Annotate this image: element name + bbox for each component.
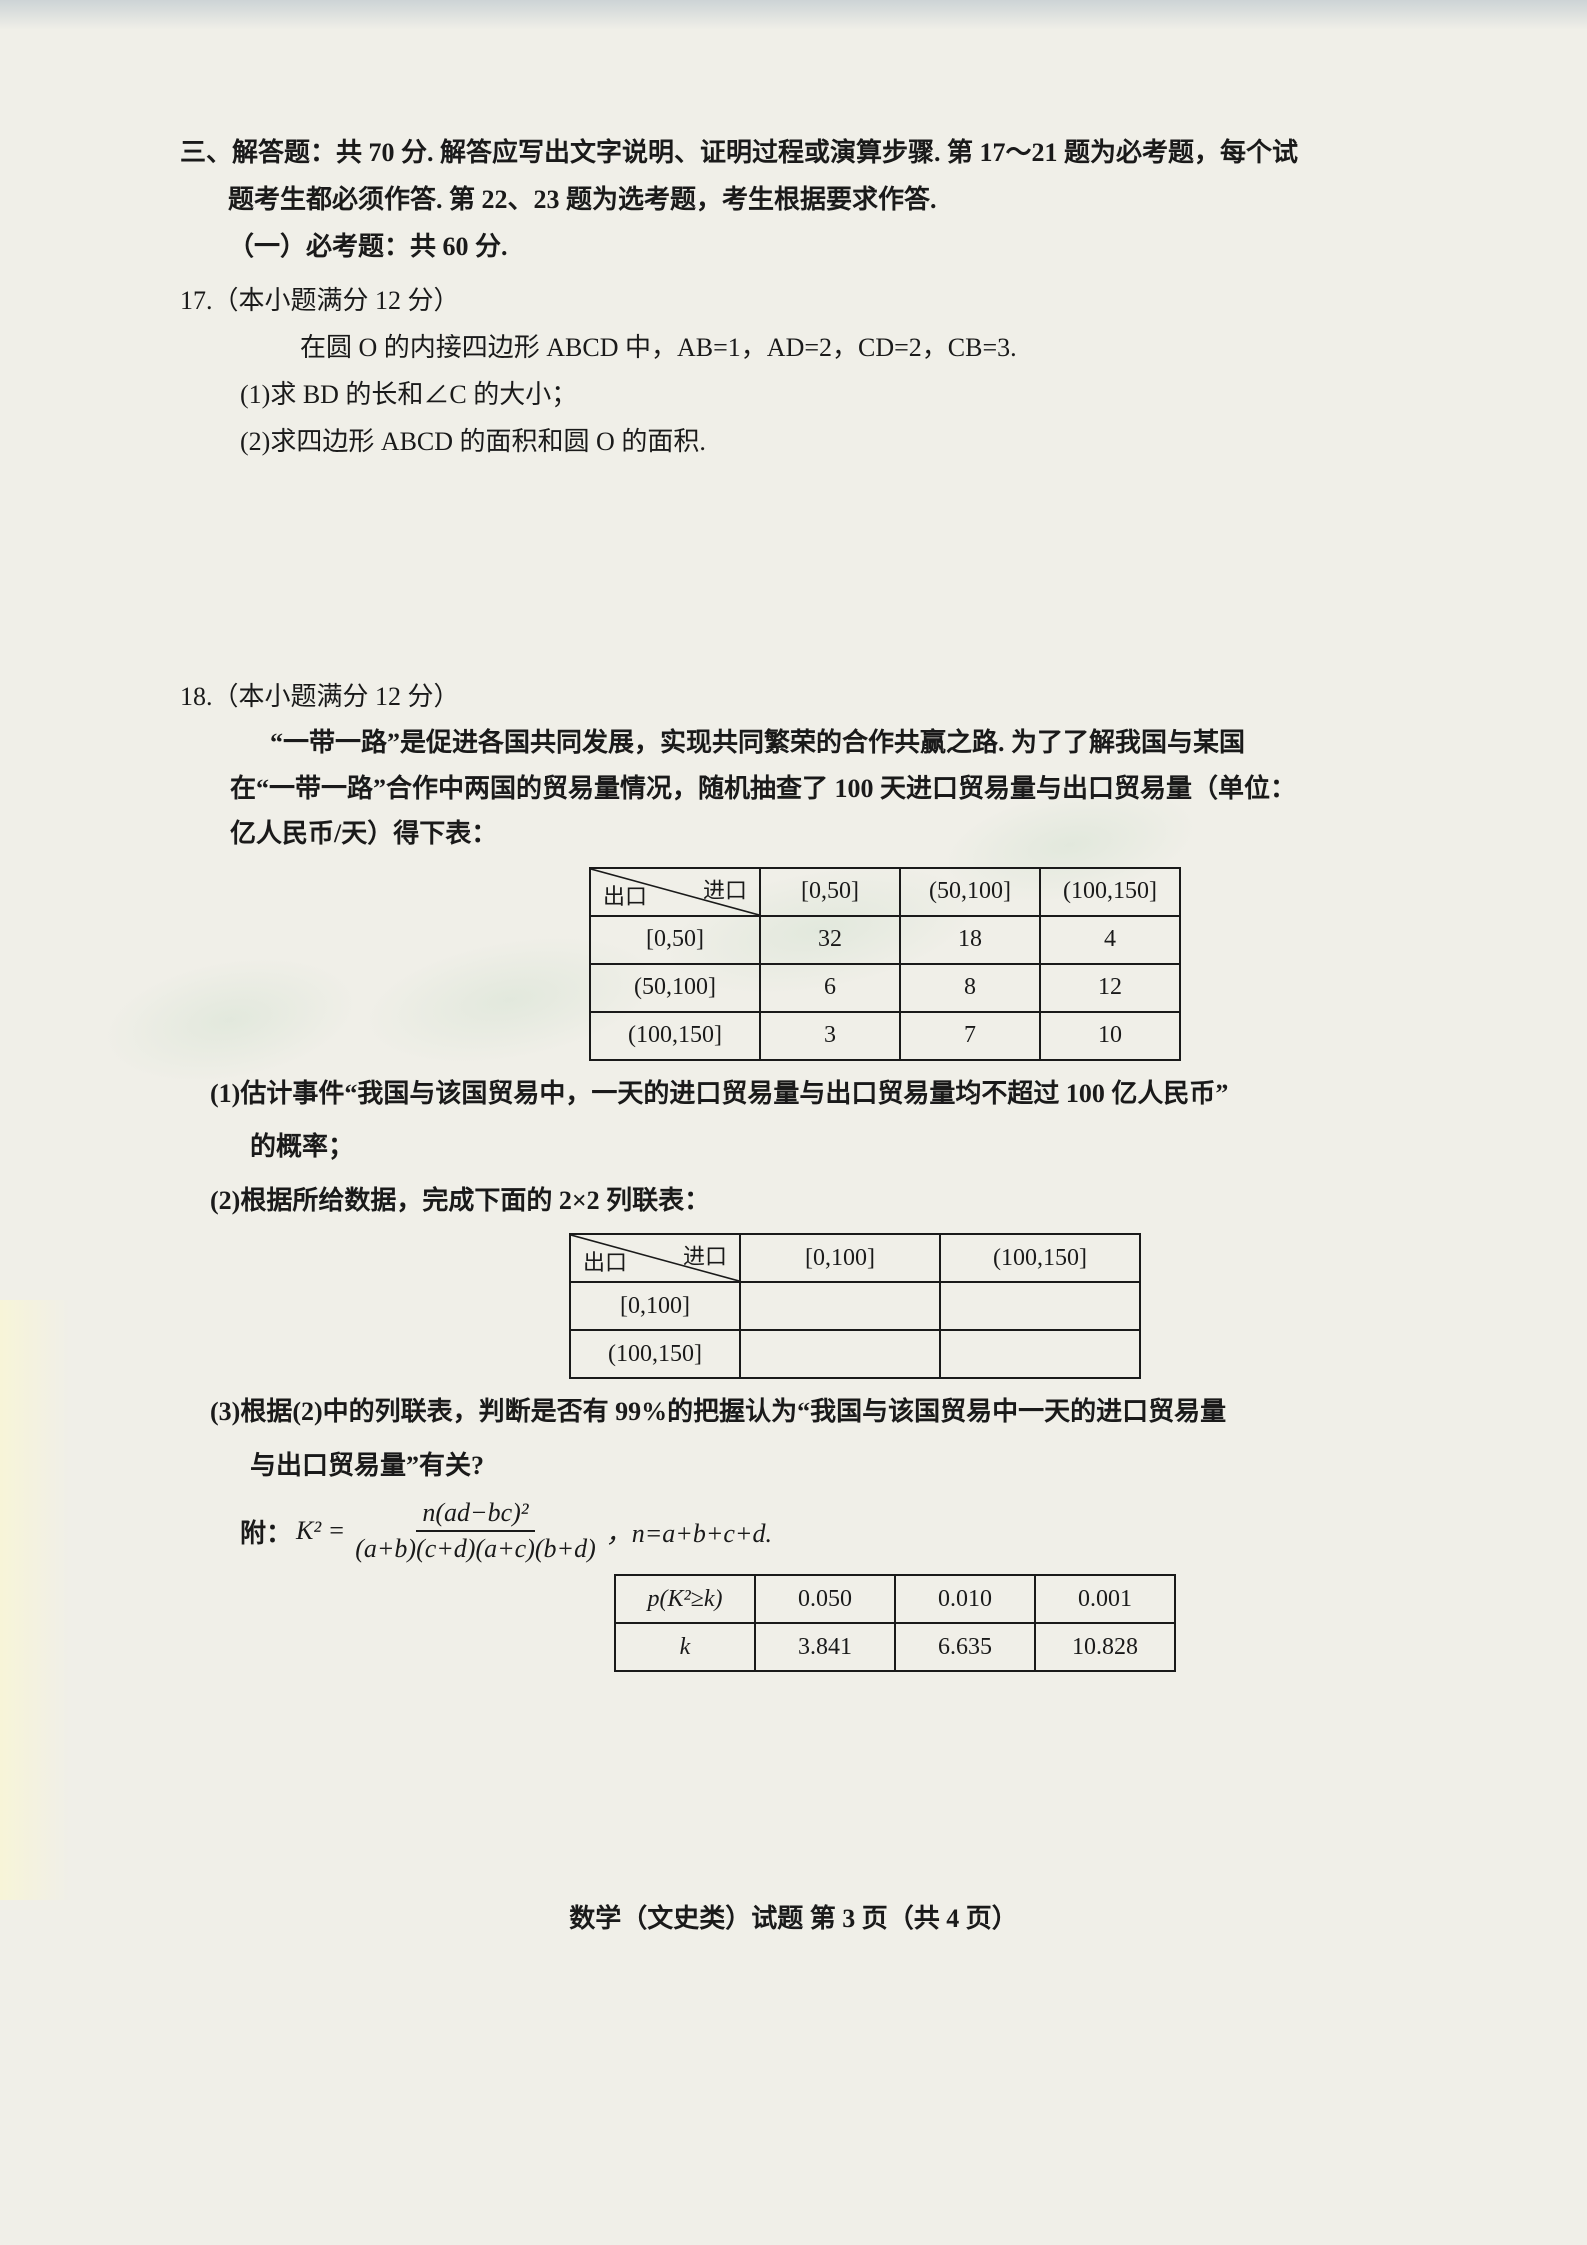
formula-prefix: 附： [240,1513,292,1550]
formula-tail: ，n=a+b+c+d. [606,1513,772,1550]
formula-numerator: n(ad−bc)² [416,1498,534,1532]
cell: 0.050 [755,1575,895,1623]
cell: 6 [760,964,900,1012]
section-3-heading-line1: 三、解答题：共 70 分. 解答应写出文字说明、证明过程或演算步骤. 第 17～… [180,130,1410,177]
q18-part1-line2: 的概率； [180,1124,1410,1170]
section-3-heading-line2: 题考生都必须作答. 第 22、23 题为选考题，考生根据要求作答. [180,177,1410,224]
row-header: k [615,1623,755,1671]
cell: 8 [900,964,1040,1012]
cell: 3 [760,1012,900,1060]
q18-table1-container: 进口 出口 [0,50] (50,100] (100,150] [0,50] 3… [360,867,1410,1061]
q18-part2: (2)根据所给数据，完成下面的 2×2 列联表： [180,1178,1410,1224]
q18-part3-line2: 与出口贸易量”有关? [180,1443,1410,1489]
empty-cell [740,1330,940,1378]
table-row: (100,150] [570,1330,1140,1378]
table-row: 进口 出口 [0,50] (50,100] (100,150] [590,868,1180,916]
cell: 18 [900,916,1040,964]
q18-number: 18.（本小题满分 12 分） [180,674,1410,721]
empty-cell [740,1282,940,1330]
formula-lhs: K² = [296,1516,345,1546]
row-header: [0,50] [590,916,760,964]
diagonal-header-cell: 进口 出口 [570,1234,740,1282]
row-header: (100,150] [570,1330,740,1378]
diag-top-label: 进口 [703,873,747,905]
page-content: 三、解答题：共 70 分. 解答应写出文字说明、证明过程或演算步骤. 第 17～… [180,130,1410,1682]
q18-table2-container: 进口 出口 [0,100] (100,150] [0,100] (100,150… [300,1233,1410,1379]
cell: 0.001 [1035,1575,1175,1623]
cell: 4 [1040,916,1180,964]
cell: 3.841 [755,1623,895,1671]
col-header: (100,150] [1040,868,1180,916]
cell: 6.635 [895,1623,1035,1671]
col-header: [0,100] [740,1234,940,1282]
table-row: [0,100] [570,1282,1140,1330]
table-row: 进口 出口 [0,100] (100,150] [570,1234,1140,1282]
empty-cell [940,1282,1140,1330]
cell: 10 [1040,1012,1180,1060]
row-header: p(K²≥k) [615,1575,755,1623]
q18-table3-container: p(K²≥k) 0.050 0.010 0.001 k 3.841 6.635 … [380,1574,1410,1672]
scan-artifact-top [0,0,1587,30]
cell: 7 [900,1012,1040,1060]
q18-part1-line1: (1)估计事件“我国与该国贸易中，一天的进口贸易量与出口贸易量均不超过 100 … [180,1071,1410,1117]
q18-stem-line3: 亿人民币/天）得下表： [180,811,1410,857]
cell: 10.828 [1035,1623,1175,1671]
empty-cell [940,1330,1140,1378]
answer-space-q17 [180,466,1410,666]
diag-bottom-label: 出口 [583,1245,627,1277]
col-header: (100,150] [940,1234,1140,1282]
q18-table2: 进口 出口 [0,100] (100,150] [0,100] (100,150… [569,1233,1141,1379]
table-row: k 3.841 6.635 10.828 [615,1623,1175,1671]
col-header: (50,100] [900,868,1040,916]
formula-denominator: (a+b)(c+d)(a+c)(b+d) [349,1532,602,1564]
q17-part1: (1)求 BD 的长和∠C 的大小； [180,372,1410,419]
table-row: (50,100] 6 8 12 [590,964,1180,1012]
formula-fraction: n(ad−bc)² (a+b)(c+d)(a+c)(b+d) [349,1498,602,1564]
k-squared-formula: 附： K² = n(ad−bc)² (a+b)(c+d)(a+c)(b+d) ，… [180,1498,1410,1564]
q17-stem: 在圆 O 的内接四边形 ABCD 中，AB=1，AD=2，CD=2，CB=3. [180,325,1410,372]
scan-artifact-left [0,1300,70,1900]
row-header: (100,150] [590,1012,760,1060]
table-row: p(K²≥k) 0.050 0.010 0.001 [615,1575,1175,1623]
q18-part3-line1: (3)根据(2)中的列联表，判断是否有 99%的把握认为“我国与该国贸易中一天的… [180,1389,1410,1435]
table-row: (100,150] 3 7 10 [590,1012,1180,1060]
diag-bottom-label: 出口 [603,879,647,911]
q17-part2: (2)求四边形 ABCD 的面积和圆 O 的面积. [180,419,1410,466]
col-header: [0,50] [760,868,900,916]
table-row: [0,50] 32 18 4 [590,916,1180,964]
q17-number: 17.（本小题满分 12 分） [180,278,1410,325]
cell: 12 [1040,964,1180,1012]
q18-table1: 进口 出口 [0,50] (50,100] (100,150] [0,50] 3… [589,867,1181,1061]
row-header: [0,100] [570,1282,740,1330]
required-questions-heading: （一）必考题：共 60 分. [180,224,1410,271]
diagonal-header-cell: 进口 出口 [590,868,760,916]
diag-top-label: 进口 [683,1239,727,1271]
q18-stem-line2: 在“一带一路”合作中两国的贸易量情况，随机抽查了 100 天进口贸易量与出口贸易… [180,766,1410,812]
cell: 0.010 [895,1575,1035,1623]
row-header: (50,100] [590,964,760,1012]
page-footer: 数学（文史类）试题 第 3 页（共 4 页） [0,1898,1587,1935]
cell: 32 [760,916,900,964]
q18-stem-line1: “一带一路”是促进各国共同发展，实现共同繁荣的合作共赢之路. 为了了解我国与某国 [180,720,1410,766]
q18-table3: p(K²≥k) 0.050 0.010 0.001 k 3.841 6.635 … [614,1574,1176,1672]
